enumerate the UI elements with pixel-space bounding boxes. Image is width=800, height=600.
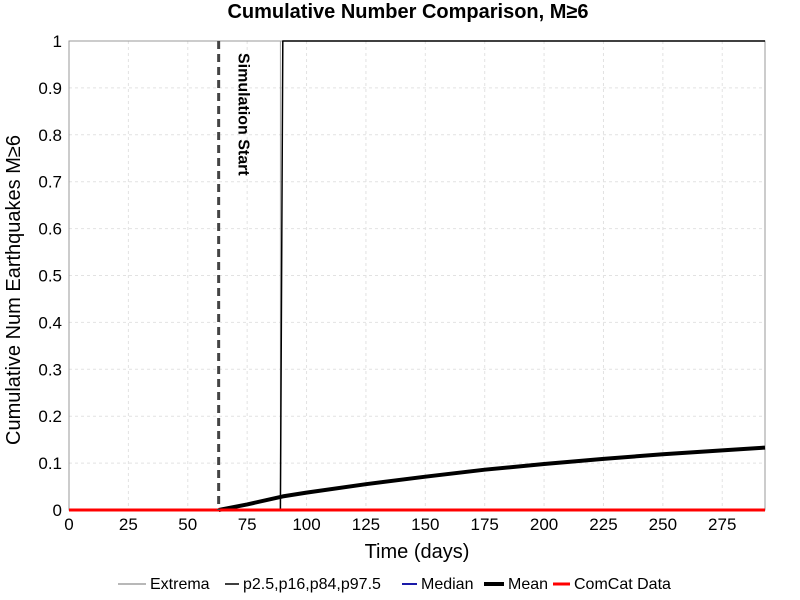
series-group — [69, 40, 766, 512]
legend-label-extrema: Extrema — [150, 576, 210, 593]
legend-label-p2-5-p16-p84-p97-5: p2.5,p16,p84,p97.5 — [243, 576, 381, 593]
x-tick-label: 250 — [649, 515, 677, 534]
x-tick-label: 25 — [119, 515, 138, 534]
y-tick-label: 0.1 — [38, 454, 62, 473]
x-tick-label: 125 — [352, 515, 380, 534]
y-tick-label: 0.6 — [38, 220, 62, 239]
y-tick-label: 0.7 — [38, 173, 62, 192]
y-axis-label: Cumulative Num Earthquakes M≥6 — [3, 135, 25, 445]
legend-label-comcat-data: ComCat Data — [574, 576, 671, 593]
x-tick-label: 50 — [178, 515, 197, 534]
x-tick-label: 200 — [530, 515, 558, 534]
chart-title: Cumulative Number Comparison, M≥6 — [227, 1, 588, 23]
x-tick-label: 275 — [708, 515, 736, 534]
x-tick-label: 100 — [292, 515, 320, 534]
y-tick-label: 0 — [53, 501, 62, 520]
y-tick-label: 0.3 — [38, 360, 62, 379]
y-tick-labels: 0 0.1 0.2 0.3 0.4 0.5 0.6 0.7 0.8 0.9 1 — [38, 32, 62, 520]
y-tick-label: 0.9 — [38, 79, 62, 98]
x-tick-label: 75 — [238, 515, 257, 534]
simulation-start-label: Simulation Start — [235, 53, 252, 176]
x-tick-labels: 0 25 50 75 100 125 150 175 200 225 250 275 — [64, 515, 736, 534]
y-tick-label: 0.8 — [38, 126, 62, 145]
x-tick-label: 0 — [64, 515, 73, 534]
x-tick-label: 225 — [589, 515, 617, 534]
y-tick-label: 0.2 — [38, 407, 62, 426]
x-tick-label: 175 — [471, 515, 499, 534]
y-tick-label: 1 — [53, 32, 62, 51]
legend-label-mean: Mean — [508, 576, 548, 593]
y-tick-label: 0.5 — [38, 267, 62, 286]
annotation-group: Simulation Start — [217, 41, 252, 510]
y-tick-label: 0.4 — [38, 313, 62, 332]
legend: Extrema p2.5,p16,p84,p97.5 Median Mean ComCa… — [118, 576, 671, 593]
legend-label-median: Median — [421, 576, 473, 593]
series-line-mean — [218, 445, 766, 512]
x-tick-label: 150 — [411, 515, 439, 534]
x-axis-label: Time (days) — [365, 541, 470, 563]
grid — [69, 41, 765, 510]
